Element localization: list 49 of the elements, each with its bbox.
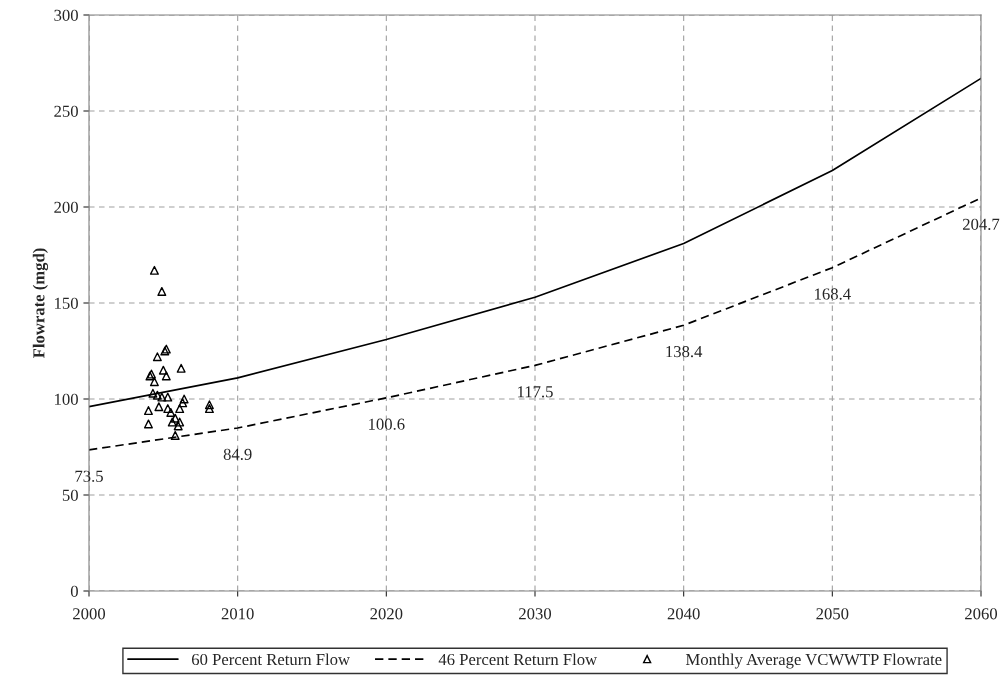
point [143, 419, 153, 429]
point [152, 352, 162, 362]
point [157, 392, 167, 402]
data-label: 168.4 [815, 288, 851, 300]
y-tick-label: 0 [70, 585, 78, 597]
point [204, 400, 214, 410]
y-axis-title: Flowrate (mgd) [32, 248, 49, 359]
point [143, 406, 153, 416]
y-tick-label: 200 [54, 201, 78, 213]
point [158, 365, 168, 375]
point [149, 265, 159, 275]
point [148, 388, 158, 398]
data-label: 100.6 [369, 418, 405, 430]
legend-label: 46 Percent Return Flow [438, 653, 598, 666]
data-label: 117.5 [518, 386, 553, 398]
point [178, 398, 188, 408]
point [175, 417, 185, 427]
data-label: 204.7 [962, 218, 1000, 230]
point [154, 402, 164, 412]
y-tick-label: 250 [54, 105, 78, 117]
point [157, 286, 167, 296]
y-tick-label: 50 [62, 489, 78, 501]
point [179, 394, 189, 404]
x-tick-label: 2040 [667, 608, 700, 620]
legend-label: 60 Percent Return Flow [191, 653, 350, 666]
point [170, 430, 180, 440]
point [163, 392, 173, 402]
y-tick-label: 150 [55, 297, 78, 309]
x-tick-label: 2020 [370, 608, 403, 620]
y-tick-label: 300 [54, 9, 78, 21]
point [175, 404, 185, 414]
point [176, 363, 186, 373]
legend-label: Monthly Average VCWWTP Flowrate [685, 653, 942, 669]
point [152, 390, 162, 400]
point [149, 377, 159, 387]
data-label: 73.5 [75, 470, 103, 482]
data-label: 138.4 [666, 345, 703, 358]
x-tick-label: 2030 [519, 608, 552, 620]
point [170, 413, 180, 423]
x-tick-label: 2060 [965, 608, 998, 620]
x-tick-label: 2000 [73, 608, 106, 620]
data-label: 84.9 [223, 448, 252, 461]
x-tick-label: 2010 [221, 608, 254, 620]
point [161, 371, 171, 381]
point [173, 421, 183, 431]
point [204, 404, 214, 414]
point [167, 417, 177, 427]
x-tick-label: 2050 [816, 608, 849, 620]
y-tick-label: 100 [55, 393, 78, 405]
